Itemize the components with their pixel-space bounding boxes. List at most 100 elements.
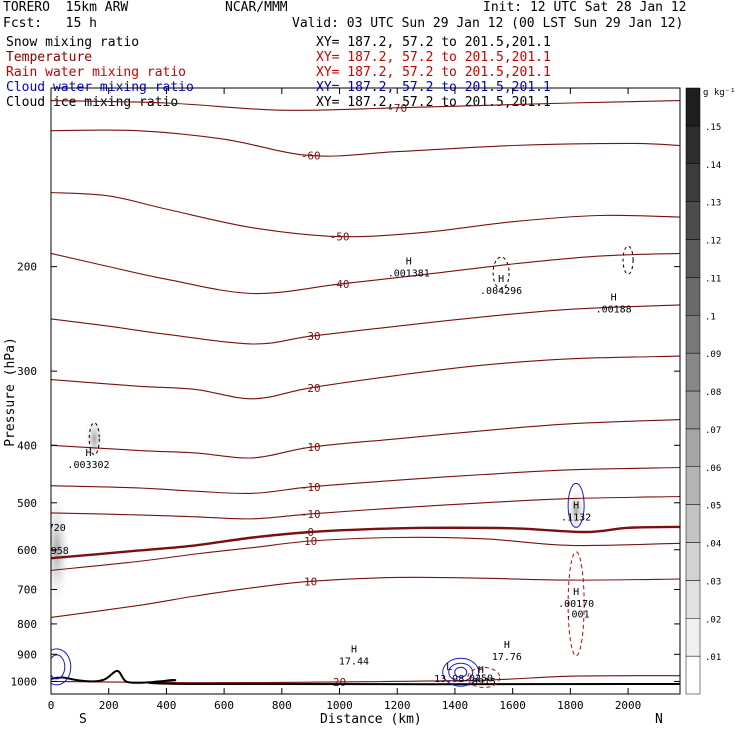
- x-tick-label-5: 1000: [326, 699, 353, 712]
- y-tick-label-1: 300: [17, 365, 37, 378]
- isotherm-12: [51, 675, 680, 684]
- center-value-9: .8915: [466, 677, 496, 688]
- misc-label-3: 3958: [45, 546, 69, 557]
- field-xy-cloudice: XY= 187.2, 57.2 to 201.5,201.1: [316, 95, 551, 110]
- field-name-snow: Snow mixing ratio: [6, 35, 140, 50]
- isotherm-label-12: 20: [333, 676, 346, 689]
- center-marker-9: H: [478, 665, 484, 676]
- isotherm-label-9: 0: [307, 526, 314, 539]
- center-value-1: .004296: [480, 286, 522, 297]
- isotherm-label-8: -10: [301, 508, 321, 521]
- center-marker-6: H: [351, 644, 357, 655]
- isotherm-5: [51, 355, 680, 400]
- x-tick-label-3: 600: [214, 699, 234, 712]
- center-value-0: .001381: [388, 269, 430, 280]
- isotherm-label-5: -20: [301, 382, 321, 395]
- colorbar-tick-label-1: .02: [705, 615, 721, 625]
- cloudwater-contour-3: [51, 648, 72, 686]
- isotherm-11: [51, 576, 680, 618]
- field-name-rain: Rain water mixing ratio: [6, 65, 187, 80]
- colorbar-swatch-0: [685, 655, 701, 695]
- x-tick-label-6: 1200: [384, 699, 411, 712]
- field-xy-rain: XY= 187.2, 57.2 to 201.5,201.1: [316, 65, 551, 80]
- colorbar-swatch-14: [685, 125, 701, 164]
- colorbar-tick-label-9: .1: [705, 312, 716, 322]
- isotherm-label-10: 10: [304, 535, 317, 548]
- colorbar-swatch-13: [685, 163, 701, 202]
- colorbar-tick-label-10: .11: [705, 274, 721, 284]
- isotherm-label-2: -50: [330, 231, 350, 244]
- center-marker-4: H: [573, 500, 579, 511]
- colorbar-swatch-4: [685, 504, 701, 543]
- isotherm-6: [51, 419, 680, 459]
- colorbar-tick-label-2: .03: [705, 577, 721, 587]
- colorbar-swatch-1: [685, 618, 701, 657]
- ice-contour-2: [88, 422, 100, 456]
- cloudwater-contour-1: [448, 662, 474, 682]
- rain-contour-0: [567, 551, 585, 657]
- x-tick-label-8: 1600: [499, 699, 526, 712]
- colorbar-swatch-10: [685, 277, 701, 316]
- colorbar-tick-label-4: .05: [705, 502, 721, 512]
- init-time: Init: 12 UTC Sat 28 Jan 12: [483, 0, 687, 15]
- ice-contour-1: [622, 245, 634, 275]
- y-tick-label-6: 800: [17, 618, 37, 631]
- center-value-8: 13.98: [434, 674, 464, 685]
- colorbar-swatch-5: [685, 466, 701, 505]
- x-tick-label-4: 800: [272, 699, 292, 712]
- y-tick-label-2: 400: [17, 439, 37, 452]
- x-tick-label-9: 1800: [557, 699, 584, 712]
- forecast-hour: Fcst: 15 h: [3, 16, 97, 31]
- isotherm-3: [51, 252, 680, 295]
- shade-blob-1: [84, 414, 105, 463]
- colorbar-swatch-15: [685, 87, 701, 127]
- colorbar-tick-label-3: .04: [705, 540, 721, 550]
- plot-frame: [50, 87, 681, 695]
- field-xy-temperature: XY= 187.2, 57.2 to 201.5,201.1: [316, 50, 551, 65]
- isotherm-2: [51, 191, 680, 238]
- colorbar-swatch-3: [685, 542, 701, 581]
- center-marker-2: H: [611, 293, 617, 304]
- colorbar-swatch-7: [685, 390, 701, 430]
- center-marker-1: H: [498, 274, 504, 285]
- isotherm-label-0: -70: [387, 102, 407, 115]
- colorbar-tick-label-8: .09: [705, 350, 721, 360]
- y-tick-label-0: 200: [17, 261, 37, 274]
- isotherm-10: [51, 536, 680, 571]
- center-marker-0: H: [406, 257, 412, 268]
- isotherm-label-7: -10: [301, 481, 321, 494]
- center-marker-8: L: [446, 662, 452, 673]
- cloudwater-contour-2: [454, 666, 468, 678]
- cloudwater-contour-5: [567, 482, 585, 528]
- colorbar-swatch-9: [685, 315, 701, 354]
- terrain-line: [51, 669, 680, 686]
- field-name-temperature: Temperature: [6, 50, 93, 65]
- colorbar-swatch-12: [685, 201, 701, 240]
- colorbar-tick-label-14: .15: [705, 123, 721, 133]
- rain-contour-1: [467, 667, 501, 689]
- misc-label-1: .0250: [463, 673, 493, 684]
- colorbar-swatch-6: [685, 428, 701, 467]
- center-value-6: 17.44: [339, 656, 369, 667]
- shade-blob-0: [51, 489, 71, 610]
- colorbar-tick-label-12: .13: [705, 199, 721, 209]
- model-title: TORERO 15km ARW: [3, 0, 129, 15]
- center-marker-7: H: [504, 640, 510, 651]
- field-xy-snow: XY= 187.2, 57.2 to 201.5,201.1: [316, 35, 551, 50]
- isotherm-1: [51, 129, 680, 157]
- center-value-4: .1132: [561, 512, 591, 523]
- x-end-label-left: S: [79, 712, 87, 727]
- x-axis-label: Distance (km): [320, 712, 422, 727]
- isotherm-9: [51, 525, 680, 560]
- isotherm-7: [51, 466, 680, 495]
- isotherm-4: [51, 304, 680, 345]
- y-tick-label-3: 500: [17, 497, 37, 510]
- colorbar-swatch-11: [685, 239, 701, 278]
- x-tick-label-7: 1400: [442, 699, 469, 712]
- center-value-7: 17.76: [492, 652, 522, 663]
- center-marker-5: H: [573, 587, 579, 598]
- colorbar-tick-label-0: .01: [705, 653, 721, 663]
- y-axis-label: Pressure (hPa): [2, 337, 18, 447]
- center-title: NCAR/MMM: [225, 0, 288, 15]
